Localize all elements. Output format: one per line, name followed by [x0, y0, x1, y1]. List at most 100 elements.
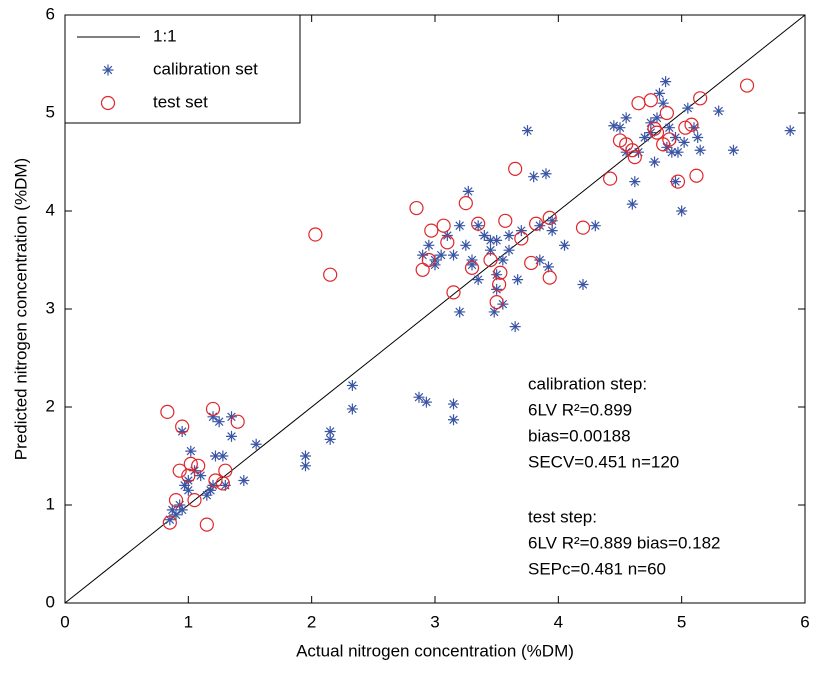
calibration-point: [164, 514, 176, 526]
calibration-point: [195, 470, 207, 482]
calibration-point: [614, 122, 626, 134]
test-point: [483, 252, 498, 268]
calibration-point: [660, 76, 672, 88]
calibration-point: [448, 414, 459, 426]
test-point: [689, 168, 704, 183]
test-point: [230, 414, 245, 429]
x-tick-label: 3: [430, 612, 439, 631]
x-tick-label: 1: [184, 612, 193, 631]
test-point: [493, 265, 508, 280]
calibration-point: [515, 225, 527, 237]
annotation: 6LV R²=0.889 bias=0.182: [528, 533, 721, 552]
calibration-point: [688, 122, 700, 134]
test-point: [649, 125, 665, 140]
calibration-point: [300, 450, 311, 462]
calibration-point: [423, 239, 435, 251]
calibration-point: [219, 479, 231, 491]
calibration-point: [546, 225, 558, 237]
calibration-point: [466, 254, 478, 266]
calibration-point: [420, 396, 432, 408]
calibration-point: [176, 504, 188, 516]
calibration-point: [435, 249, 447, 261]
calibration-point: [491, 234, 503, 246]
calibration-point: [448, 249, 459, 261]
legend-marker: [100, 95, 116, 111]
calibration-point: [666, 146, 678, 158]
annotation: 6LV R²=0.899: [528, 400, 632, 419]
calibration-point: [629, 176, 641, 188]
calibration-point: [346, 403, 358, 415]
test-point: [191, 458, 206, 473]
calibration-point: [213, 416, 225, 428]
test-point: [670, 174, 686, 189]
calibration-point: [182, 484, 194, 496]
calibration-point: [542, 261, 554, 273]
test-point: [619, 137, 634, 152]
test-point: [162, 515, 177, 530]
test-point: [514, 231, 529, 246]
test-point: [440, 235, 455, 250]
calibration-point: [226, 411, 237, 423]
y-tick-label: 4: [46, 200, 55, 219]
calibration-point: [653, 87, 665, 99]
test-point: [603, 171, 618, 186]
calibration-point: [509, 321, 521, 333]
calibration-point: [238, 475, 250, 486]
calibration-point: [472, 274, 484, 286]
calibration-point: [534, 254, 546, 266]
x-tick-label: 6: [800, 612, 809, 631]
test-point: [424, 223, 439, 238]
calibration-point: [472, 220, 484, 232]
y-tick-label: 3: [46, 298, 55, 317]
test-point: [464, 260, 480, 275]
calibration-point: [620, 112, 632, 124]
test-point: [308, 227, 323, 242]
x-tick-label: 4: [554, 612, 563, 631]
calibration-point: [608, 120, 620, 132]
test-point: [678, 120, 693, 135]
calibration-point: [491, 283, 503, 295]
calibration-point: [663, 122, 675, 134]
calibration-point: [488, 306, 500, 318]
test-point: [199, 517, 214, 532]
calibration-point: [462, 185, 474, 197]
calibration-point: [205, 484, 217, 496]
test-point: [187, 493, 202, 508]
test-point: [643, 93, 658, 108]
test-point: [492, 277, 507, 292]
test-point: [160, 404, 175, 419]
test-point: [684, 117, 699, 132]
calibration-point: [491, 269, 503, 281]
calibration-point: [672, 146, 684, 158]
calibration-point: [429, 259, 441, 271]
calibration-point: [250, 438, 262, 450]
annotation: test step:: [528, 507, 597, 526]
calibration-point: [651, 112, 663, 124]
y-tick-label: 1: [46, 494, 55, 513]
calibration-point: [546, 215, 558, 227]
calibration-point: [185, 445, 197, 457]
calibration-point: [626, 198, 638, 210]
test-point: [458, 196, 473, 211]
calibration-point: [324, 433, 336, 445]
calibration-point: [657, 97, 669, 109]
calibration-point: [676, 205, 688, 217]
test-point: [498, 213, 513, 228]
annotation: bias=0.00188: [528, 426, 631, 445]
calibration-point: [217, 450, 229, 462]
calibration-point: [559, 239, 570, 251]
y-tick-label: 5: [46, 102, 55, 121]
test-point: [208, 473, 223, 488]
calibration-point: [784, 125, 796, 137]
calibration-point: [454, 306, 466, 318]
calibration-point: [346, 379, 358, 391]
calibration-point: [503, 230, 515, 241]
test-point: [175, 419, 190, 434]
plot-frame: [64, 14, 806, 604]
test-point: [436, 218, 451, 233]
test-point: [168, 493, 184, 508]
calibration-point: [727, 144, 739, 156]
y-tick-label: 2: [46, 396, 55, 415]
test-point: [693, 91, 708, 106]
